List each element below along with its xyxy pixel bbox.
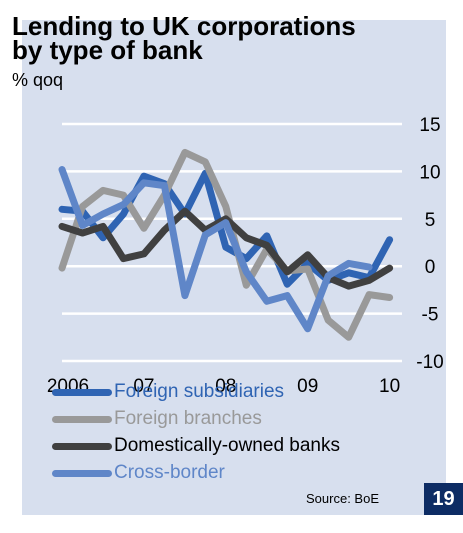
y-tick-label: 0	[425, 257, 436, 278]
y-axis-ticks: 15 10 5 0 -5 -10	[416, 115, 443, 373]
legend-label: Foreign branches	[114, 408, 262, 429]
y-tick-label: 5	[425, 210, 436, 231]
series-lines	[58, 148, 394, 341]
legend-swatch	[52, 416, 112, 423]
series-line-foreign-branches	[58, 148, 394, 341]
x-tick-label: 07	[133, 376, 154, 397]
legend-label: Cross-border	[114, 462, 225, 483]
x-tick-label: 09	[297, 376, 318, 397]
series-line-domestically-owned-banks	[58, 207, 394, 290]
unit-label: % qoq	[12, 70, 64, 90]
source-note: Source: BoE	[306, 491, 379, 506]
legend-swatch	[52, 470, 112, 477]
y-tick-label: 15	[419, 115, 440, 136]
y-tick-label: -10	[416, 352, 443, 373]
legend-label: Foreign subsidiaries	[114, 381, 285, 402]
chart-title: Lending to UK corporations by type of ba…	[12, 11, 356, 65]
legend-swatch	[52, 443, 112, 450]
x-tick-label: 08	[215, 376, 236, 397]
series-line-cross-border	[58, 166, 373, 333]
page-number-badge: 19	[424, 483, 463, 515]
legend-swatch	[52, 389, 112, 396]
y-tick-label: -5	[422, 305, 439, 326]
x-tick-label: 10	[379, 376, 400, 397]
y-tick-label: 10	[419, 162, 440, 183]
legend-label: Domestically-owned banks	[114, 435, 340, 456]
